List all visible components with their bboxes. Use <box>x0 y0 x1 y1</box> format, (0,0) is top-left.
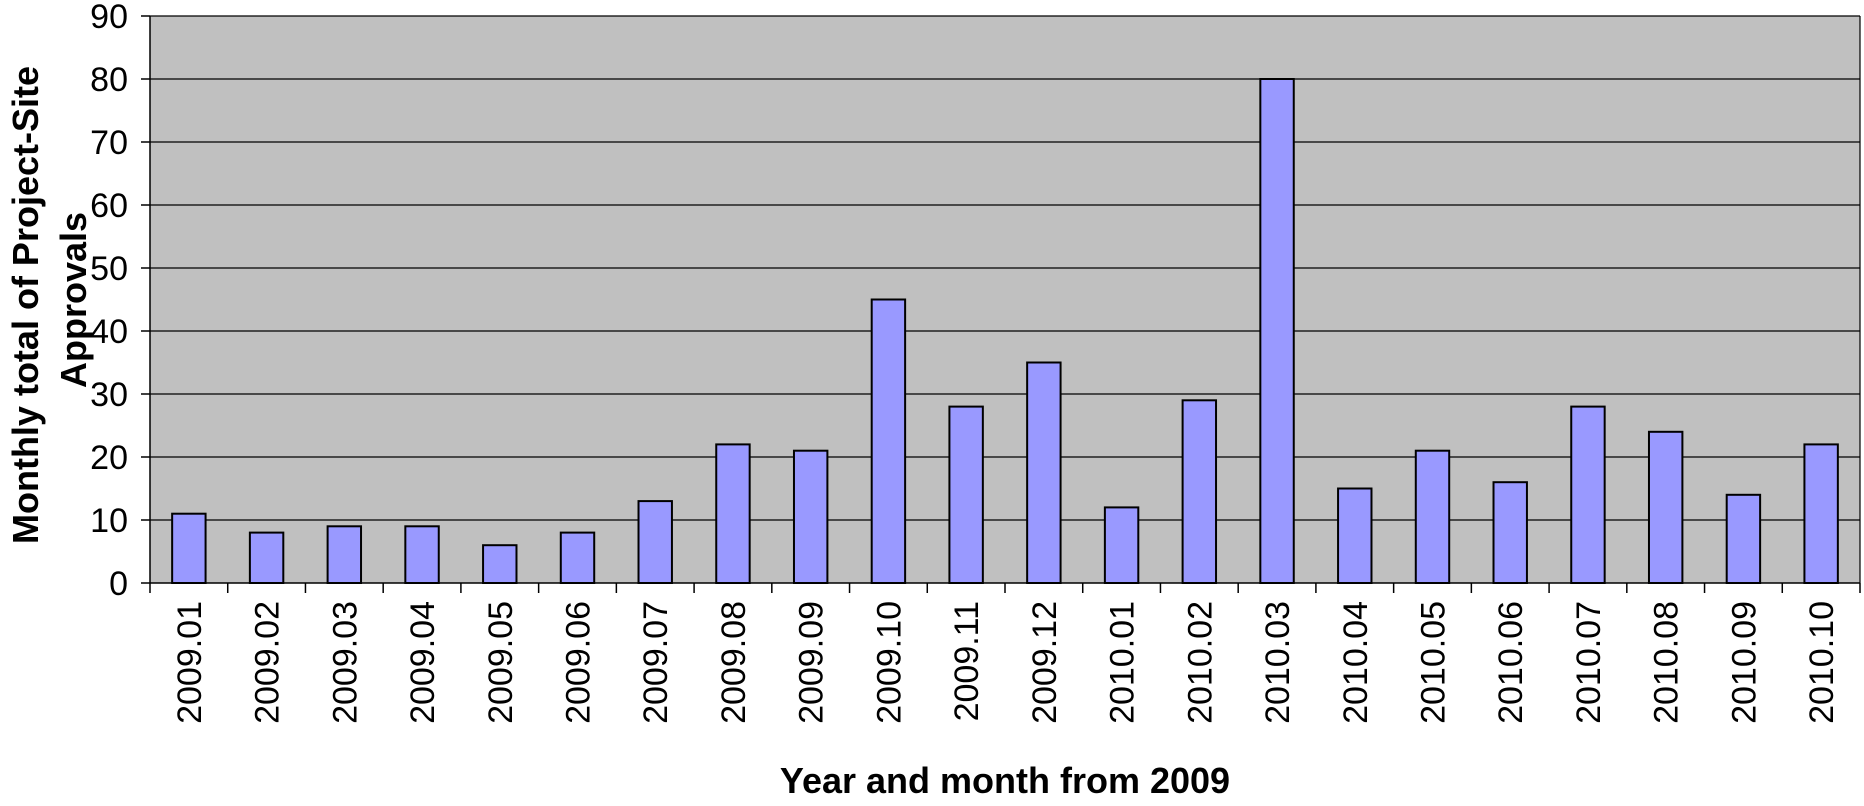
x-tick-label-2010.10: 2010.10 <box>1803 601 1841 724</box>
y-axis-title-line-1: Monthly total of Project-Site <box>5 66 46 544</box>
x-tick-label-2010.04: 2010.04 <box>1337 601 1375 724</box>
bar-2009.05 <box>482 544 518 585</box>
y-tick-label-10: 10 <box>90 502 128 540</box>
x-tick-label-2010.05: 2010.05 <box>1415 601 1453 724</box>
x-tick-label-2009.03: 2009.03 <box>326 601 364 724</box>
bar-2010.05 <box>1414 449 1451 585</box>
y-tick-label-70: 70 <box>90 124 128 162</box>
bar-2009.06 <box>559 531 596 584</box>
x-tick-label-2010.08: 2010.08 <box>1648 601 1686 724</box>
bar-2010.03 <box>1259 78 1295 584</box>
bar-2010.10 <box>1803 443 1839 584</box>
y-tick-label-20: 20 <box>90 439 128 477</box>
y-tick-label-30: 30 <box>90 376 128 414</box>
gridlines <box>150 15 1860 521</box>
y-tick-label-0: 0 <box>109 565 128 603</box>
bar-2010.08 <box>1647 430 1684 584</box>
bar-2009.10 <box>870 298 907 584</box>
x-tick-label-2009.07: 2009.07 <box>637 601 675 724</box>
bar-2009.07 <box>637 500 673 585</box>
x-tick-label-2010.06: 2010.06 <box>1492 601 1530 724</box>
bar-2010.06 <box>1492 481 1528 585</box>
x-tick-label-2009.08: 2009.08 <box>715 601 753 724</box>
bar-2009.12 <box>1026 361 1062 584</box>
x-tick-labels: 2009.01 2009.02 2009.03 2009.04 2009.05 2009.… <box>171 601 1841 724</box>
x-tick-label-2009.04: 2009.04 <box>404 601 442 724</box>
bar-2010.02 <box>1181 399 1218 584</box>
y-tick-label-90: 90 <box>90 0 128 36</box>
bar-2009.03 <box>326 525 363 584</box>
bar-2009.09 <box>792 449 829 585</box>
bars <box>171 78 1839 585</box>
y-tick-label-80: 80 <box>90 61 128 99</box>
x-tick-label-2010.02: 2010.02 <box>1181 601 1219 724</box>
x-tick-label-2009.02: 2009.02 <box>249 601 287 724</box>
x-tick-label-2010.09: 2010.09 <box>1725 601 1763 724</box>
x-tick-label-2009.01: 2009.01 <box>171 601 209 724</box>
axes <box>141 15 1861 593</box>
y-tick-label-60: 60 <box>90 187 128 225</box>
x-tick-label-2010.07: 2010.07 <box>1570 601 1608 724</box>
x-axis-title: Year and month from 2009 <box>780 760 1230 801</box>
bar-2010.01 <box>1103 506 1140 584</box>
x-tick-label-2010.01: 2010.01 <box>1104 601 1142 724</box>
bar-2009.11 <box>948 405 984 584</box>
x-tick-label-2009.06: 2009.06 <box>560 601 598 724</box>
bar-2009.04 <box>404 525 440 584</box>
y-tick-label-50: 50 <box>90 250 128 288</box>
bar-2009.01 <box>171 512 207 585</box>
x-tick-label-2009.12: 2009.12 <box>1026 601 1064 724</box>
bar-2009.02 <box>248 531 285 584</box>
y-tick-labels: 0 10 20 30 40 50 60 70 80 90 <box>90 0 128 603</box>
bar-2010.09 <box>1725 493 1762 584</box>
bar-2010.04 <box>1337 487 1373 584</box>
y-tick-label-40: 40 <box>90 313 128 351</box>
x-tick-label-2010.03: 2010.03 <box>1259 601 1297 724</box>
bar-2009.08 <box>715 443 751 584</box>
x-tick-label-2009.09: 2009.09 <box>793 601 831 724</box>
bar-2010.07 <box>1570 405 1606 584</box>
x-tick-label-2009.05: 2009.05 <box>482 601 520 724</box>
x-tick-label-2009.10: 2009.10 <box>870 601 908 724</box>
y-axis-title: Monthly total of Project-Site Approvals <box>5 56 94 544</box>
y-axis-title-line-2: Approvals <box>53 212 94 388</box>
x-tick-label-2009.11: 2009.11 <box>948 601 986 721</box>
